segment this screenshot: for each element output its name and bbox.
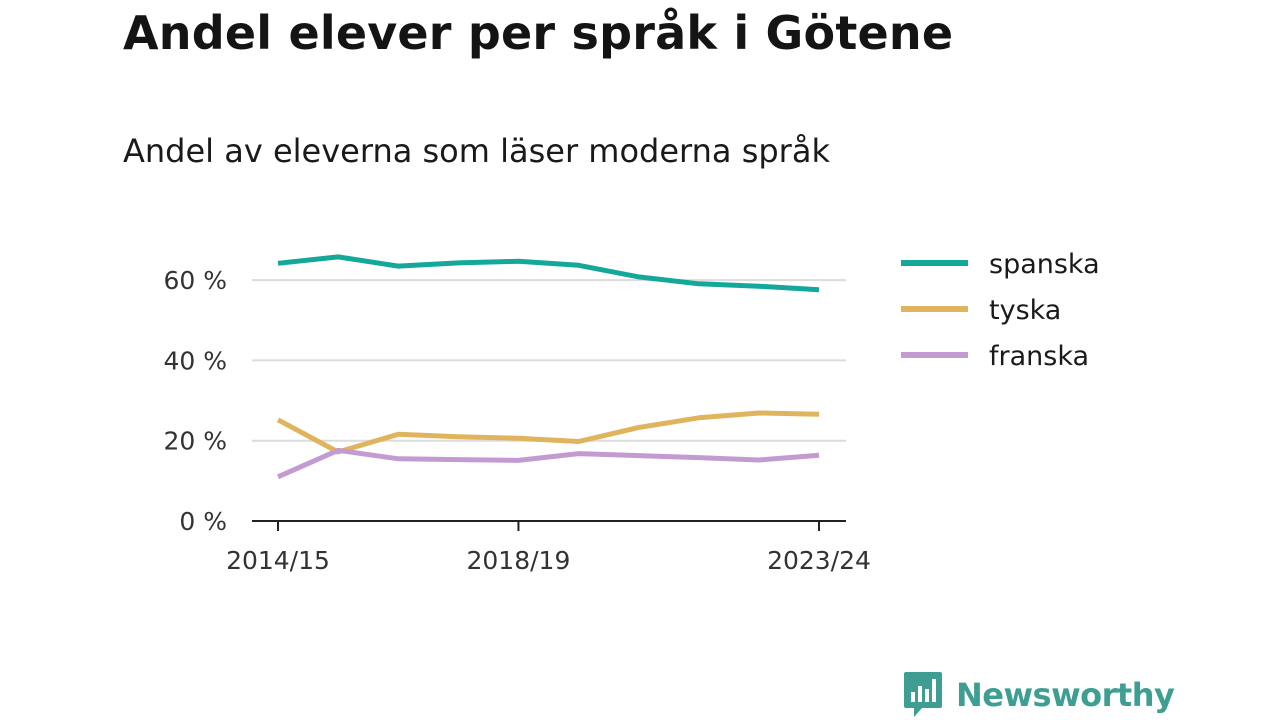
chart-subtitle: Andel av eleverna som läser moderna språ…: [123, 132, 830, 170]
newsworthy-logo: Newsworthy: [902, 670, 1175, 720]
series-lines: [276, 254, 820, 480]
series-line-tyska: [276, 410, 820, 455]
legend-label-spanska: spanska: [989, 249, 1100, 280]
x-tick-label: 2018/19: [467, 546, 571, 575]
legend: spanska tyska franska: [901, 249, 1100, 372]
brand-name: Newsworthy: [956, 676, 1175, 714]
chart-title: Andel elever per språk i Götene: [123, 6, 954, 60]
x-axis: 2014/15 2018/19 2023/24: [226, 520, 871, 575]
y-tick-label: 0 %: [179, 507, 227, 536]
y-tick-label: 20 %: [163, 427, 227, 456]
legend-label-franska: franska: [989, 341, 1089, 372]
legend-label-tyska: tyska: [989, 295, 1061, 326]
y-tick-label: 60 %: [163, 266, 227, 295]
x-tick-label: 2014/15: [226, 546, 330, 575]
y-tick-label: 40 %: [163, 346, 227, 375]
series-line-franska: [276, 447, 820, 480]
gridlines: [252, 279, 846, 442]
bar-chart-bubble-icon: [904, 672, 942, 717]
y-axis-labels: 0 % 20 % 40 % 60 %: [163, 266, 227, 536]
series-line-spanska: [277, 254, 820, 293]
x-tick-label: 2023/24: [767, 546, 871, 575]
